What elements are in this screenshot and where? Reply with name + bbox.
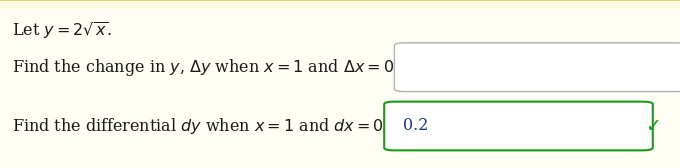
FancyBboxPatch shape bbox=[0, 0, 680, 9]
Text: Let $y = 2\sqrt{x}$.: Let $y = 2\sqrt{x}$. bbox=[12, 20, 112, 41]
Text: 0.2: 0.2 bbox=[403, 117, 428, 135]
FancyBboxPatch shape bbox=[384, 102, 653, 150]
Text: Find the differential $dy$ when $x = 1$ and $dx = 0.2$: Find the differential $dy$ when $x = 1$ … bbox=[12, 116, 398, 136]
Text: Find the change in $y$, $\Delta y$ when $x = 1$ and $\Delta x = 0.2$: Find the change in $y$, $\Delta y$ when … bbox=[12, 57, 408, 78]
Bar bbox=[0, 0, 680, 1]
FancyBboxPatch shape bbox=[394, 43, 680, 92]
Text: ✓: ✓ bbox=[645, 116, 661, 136]
